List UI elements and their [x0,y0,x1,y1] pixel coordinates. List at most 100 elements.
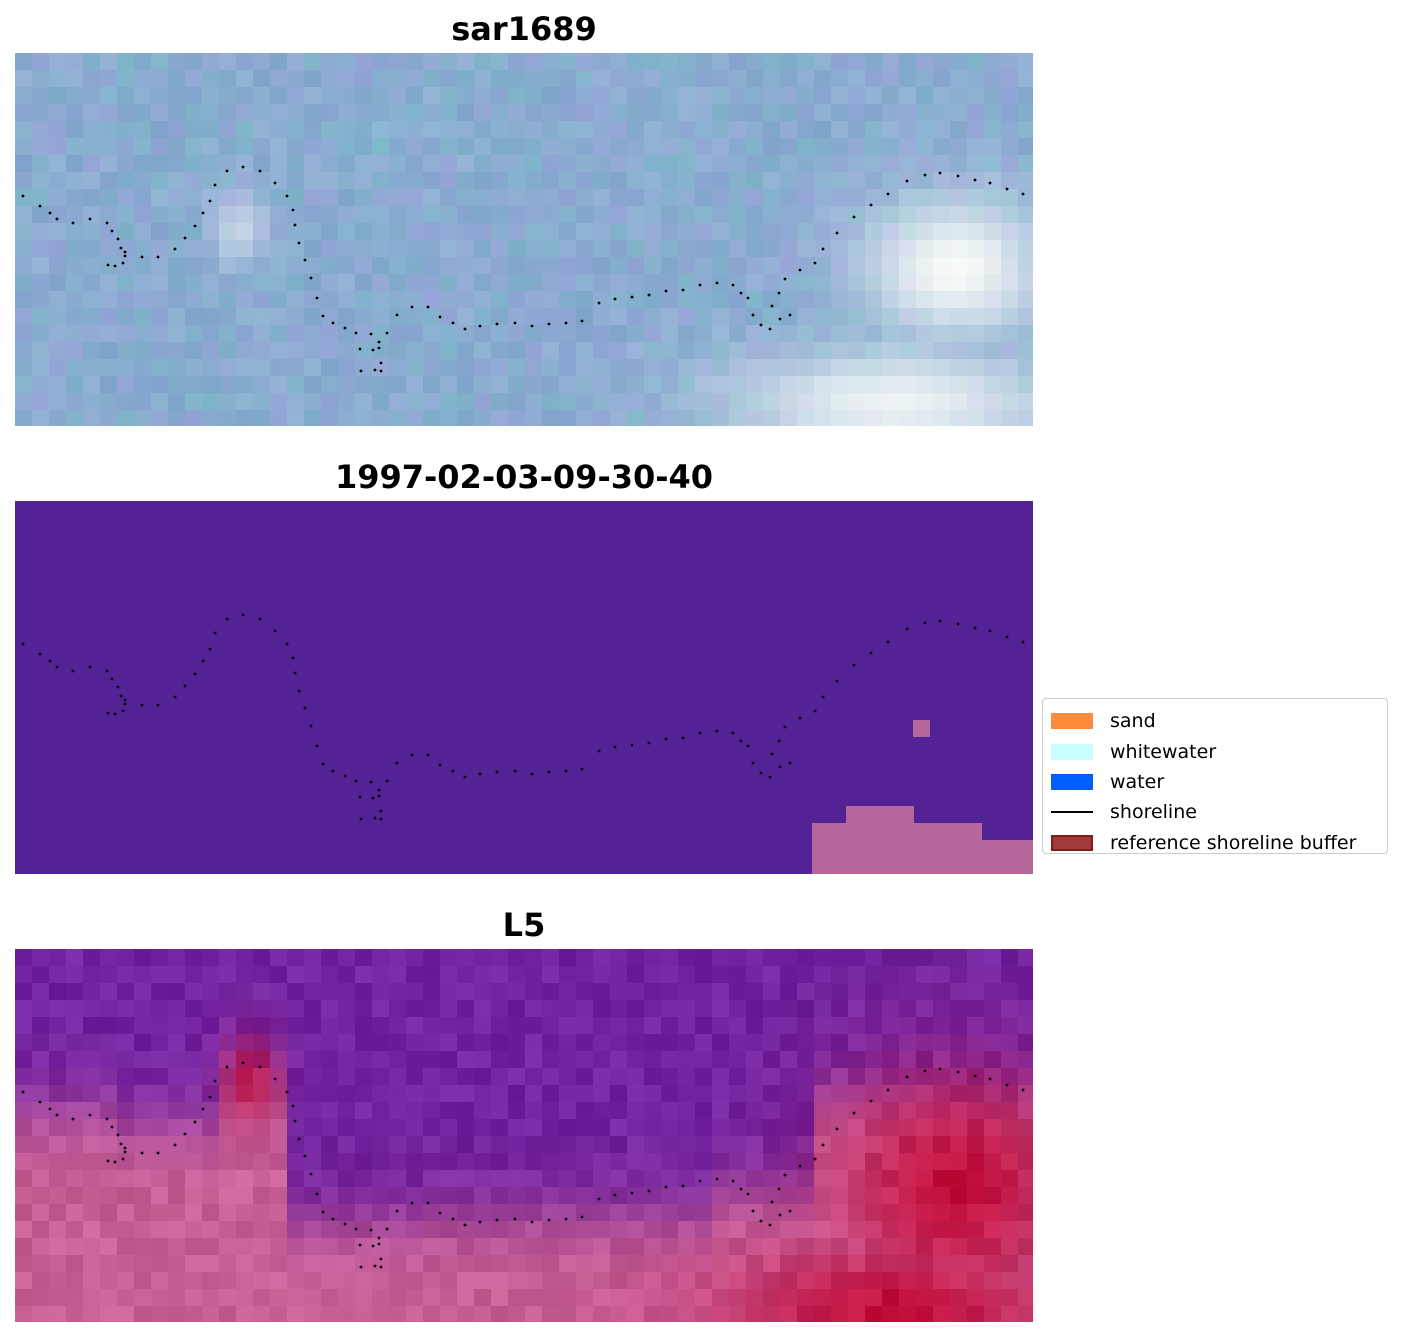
rgb-pixel [1018,104,1033,122]
rgb-pixel [1001,291,1019,309]
rgb-pixel [457,359,475,377]
index-pixel [100,949,118,967]
index-pixel [661,966,679,984]
rgb-pixel [950,257,968,275]
rgb-pixel [372,189,390,207]
index-pixel [576,1153,594,1171]
index-pixel [831,1034,849,1052]
index-pixel [984,1017,1002,1035]
rgb-pixel [593,410,611,426]
index-shoreline-dot [681,1184,685,1188]
rgb-pixel [219,410,237,426]
rgb-pixel [763,240,781,258]
index-pixel [593,1000,611,1018]
rgb-pixel [882,53,900,71]
index-pixel [576,1289,594,1307]
rgb-pixel [32,376,50,394]
rgb-shoreline-dot [852,215,856,219]
index-pixel [423,1000,441,1018]
rgb-pixel [678,376,696,394]
rgb-pixel [933,257,951,275]
rgb-shoreline-dot [123,250,127,254]
rgb-pixel [508,308,526,326]
index-pixel [457,1000,475,1018]
index-pixel [236,1136,254,1154]
rgb-shoreline-dot [173,247,177,251]
rgb-pixel [559,104,577,122]
index-pixel [729,966,747,984]
rgb-pixel [474,206,492,224]
index-pixel [593,983,611,1001]
index-pixel [661,1289,679,1307]
index-pixel [916,1255,934,1273]
index-pixel [984,1102,1002,1120]
index-pixel [525,1119,543,1137]
index-pixel [219,966,237,984]
index-pixel [967,1238,985,1256]
index-pixel [66,1289,84,1307]
index-pixel [168,1051,186,1069]
classification-shoreline-dot [321,762,325,766]
index-pixel [474,1153,492,1171]
rgb-pixel [763,121,781,139]
index-pixel [695,1068,713,1086]
index-pixel [627,1255,645,1273]
index-pixel [389,1306,407,1322]
index-pixel [831,1187,849,1205]
rgb-shoreline-dot [113,264,117,268]
rgb-pixel [406,240,424,258]
rgb-pixel [253,393,271,411]
index-pixel [763,1306,781,1322]
rgb-pixel [219,257,237,275]
rgb-pixel [831,155,849,173]
rgb-pixel [678,70,696,88]
rgb-pixel [661,104,679,122]
index-pixel [678,1068,696,1086]
rgb-pixel [440,257,458,275]
rgb-pixel [695,257,713,275]
index-pixel [610,1017,628,1035]
index-pixel [253,1238,271,1256]
index-pixel [457,1085,475,1103]
index-pixel [49,1034,67,1052]
index-pixel [916,1221,934,1239]
index-shoreline-dot [297,1137,301,1141]
rgb-pixel [49,325,67,343]
rgb-pixel [287,410,305,426]
index-pixel [66,1068,84,1086]
index-pixel [661,983,679,1001]
rgb-pixel [746,410,764,426]
rgb-pixel [338,291,356,309]
index-pixel [474,1289,492,1307]
index-pixel [168,1136,186,1154]
rgb-pixel [780,308,798,326]
index-pixel [151,1170,169,1188]
index-pixel [610,1051,628,1069]
rgb-pixel [559,359,577,377]
index-pixel [848,1187,866,1205]
rgb-pixel [474,308,492,326]
index-pixel [151,1204,169,1222]
rgb-pixel [423,410,441,426]
classification-shoreline-dot [123,698,127,702]
index-pixel [967,1119,985,1137]
rgb-pixel [338,393,356,411]
index-shoreline-dot [788,1209,792,1213]
index-pixel [814,1153,832,1171]
index-pixel [610,1170,628,1188]
index-pixel [32,949,50,967]
rgb-shoreline-dot [777,291,781,295]
rgb-pixel [780,291,798,309]
legend-label-whitewater: whitewater [1110,740,1217,763]
rgb-pixel [814,274,832,292]
index-shoreline-dot [201,1107,205,1111]
index-pixel [882,1221,900,1239]
rgb-pixel [474,410,492,426]
rgb-pixel [15,376,33,394]
index-pixel [848,1102,866,1120]
rgb-pixel [695,138,713,156]
rgb-shoreline-dot [821,247,825,251]
index-pixel [389,1136,407,1154]
rgb-pixel [236,172,254,190]
rgb-pixel [287,274,305,292]
